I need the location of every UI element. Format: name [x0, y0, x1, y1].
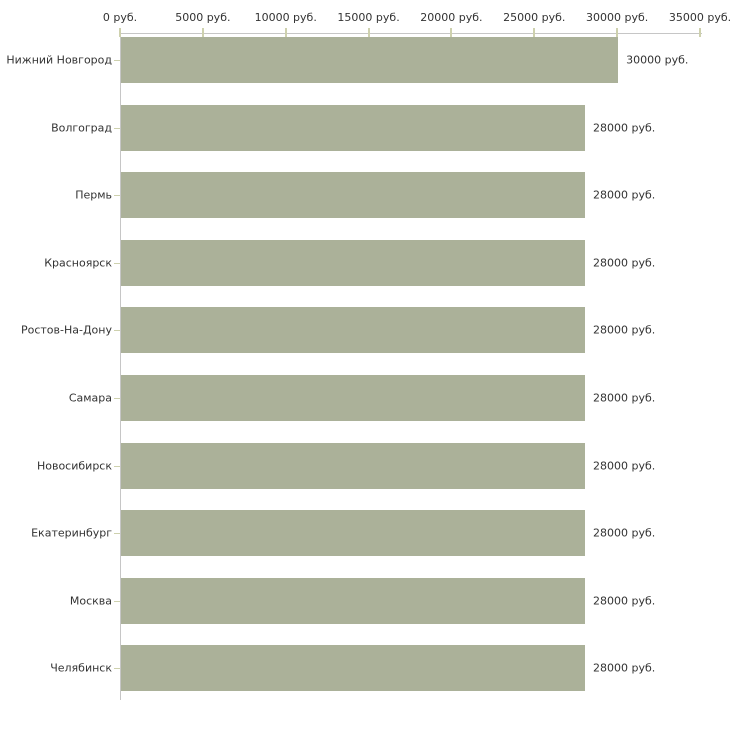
value-label: 28000 руб.	[593, 594, 656, 608]
bar	[121, 239, 585, 286]
y-axis-line	[120, 33, 121, 700]
value-label: 28000 руб.	[593, 391, 656, 405]
category-label: Ростов-На-Дону	[20, 323, 112, 337]
category-label: Самара	[68, 391, 112, 405]
category-label: Новосибирск	[36, 459, 112, 473]
x-axis-tick-label: 10000 руб.	[254, 11, 317, 24]
x-axis-tick-label: 25000 руб.	[503, 11, 566, 24]
x-axis-tick-label: 35000 руб.	[668, 11, 730, 24]
value-label: 30000 руб.	[626, 53, 689, 67]
value-label: 28000 руб.	[593, 256, 656, 270]
x-axis-tick	[201, 28, 204, 37]
value-label: 28000 руб.	[593, 121, 656, 135]
x-axis-tick	[616, 28, 619, 37]
bar	[121, 510, 585, 557]
bar	[121, 645, 585, 692]
x-axis-tick	[699, 28, 701, 37]
bar	[121, 104, 585, 151]
y-axis-tick	[114, 330, 120, 332]
bar	[121, 172, 585, 219]
x-axis-tick	[367, 28, 370, 37]
x-axis-line	[120, 33, 702, 34]
y-axis-tick	[114, 195, 120, 197]
x-axis-tick	[284, 28, 287, 37]
y-axis-tick	[114, 465, 120, 467]
x-axis-tick-label: 5000 руб.	[175, 11, 231, 24]
category-label: Нижний Новгород	[6, 53, 112, 67]
y-axis-tick	[114, 262, 120, 264]
bar	[121, 375, 585, 421]
y-axis-tick	[114, 668, 120, 670]
x-axis-tick-label: 0 руб.	[102, 11, 138, 24]
category-label: Пермь	[75, 188, 112, 202]
value-label: 28000 руб.	[593, 526, 656, 540]
y-axis-tick	[114, 60, 120, 61]
y-axis-tick	[114, 533, 120, 535]
category-label: Екатеринбург	[31, 526, 112, 540]
bar	[121, 37, 619, 83]
value-label: 28000 руб.	[593, 661, 656, 675]
x-axis-tick	[533, 28, 536, 37]
value-label: 28000 руб.	[593, 188, 656, 202]
value-label: 28000 руб.	[593, 459, 656, 473]
x-axis-tick	[450, 28, 453, 37]
category-label: Волгоград	[51, 121, 112, 135]
bar	[121, 442, 585, 489]
category-label: Челябинск	[50, 661, 112, 675]
category-label: Красноярск	[44, 256, 112, 270]
y-axis-tick	[114, 127, 120, 129]
category-label: Москва	[69, 594, 112, 608]
x-axis-tick	[119, 28, 121, 37]
bar	[121, 577, 585, 624]
x-axis-tick-label: 20000 руб.	[420, 11, 483, 24]
x-axis-tick-label: 15000 руб.	[337, 11, 400, 24]
value-label: 28000 руб.	[593, 323, 656, 337]
x-axis-tick-label: 30000 руб.	[586, 11, 649, 24]
y-axis-tick	[114, 398, 120, 399]
bar	[121, 307, 585, 354]
y-axis-tick	[114, 600, 120, 602]
